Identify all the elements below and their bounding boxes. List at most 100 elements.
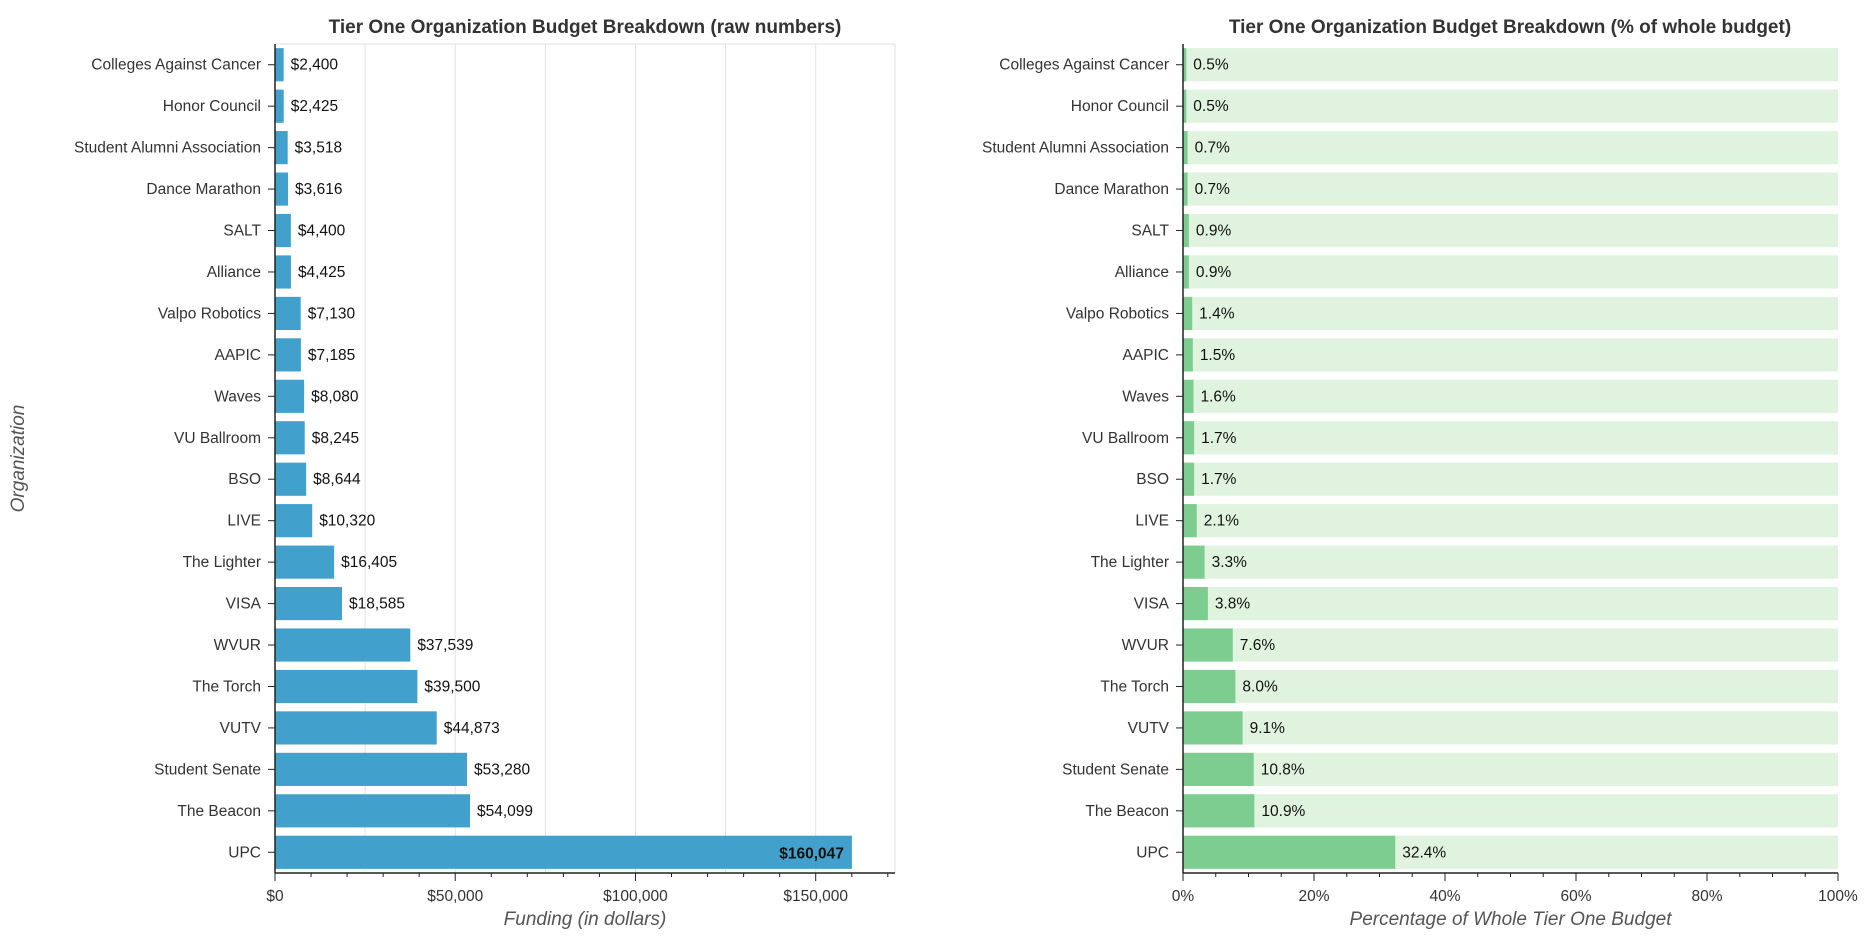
bar-background [1183,296,1838,331]
bar-background [1183,752,1838,786]
bar-background [1183,545,1838,579]
bar [1183,338,1193,372]
value-label: 2.1% [1204,513,1240,530]
category-label: SALT [223,223,261,240]
category-label: Colleges Against Cancer [91,57,261,74]
value-label: 1.7% [1201,430,1237,447]
category-label: WVUR [1122,637,1169,654]
value-label: $10,320 [319,513,375,530]
x-tick-label: 40% [1429,888,1460,905]
bar-background [1183,794,1838,828]
category-label: The Lighter [1091,554,1169,571]
category-label: Student Alumni Association [74,140,261,157]
bar [1183,48,1187,82]
value-label: $18,585 [349,596,405,613]
bar [275,338,301,372]
raw-numbers-chart: Tier One Organization Budget Breakdown (… [8,17,896,930]
category-label: VU Ballroom [174,430,261,447]
bar [1183,545,1205,579]
category-label: The Beacon [177,803,261,820]
category-label: Waves [214,388,261,405]
value-label: 0.7% [1195,181,1231,198]
bar-background [1183,586,1838,621]
bar [275,628,411,662]
x-tick-label: 60% [1560,888,1591,905]
chart-title: Tier One Organization Budget Breakdown (… [329,17,842,38]
bar-background [1183,379,1838,413]
bar-background [1183,669,1838,704]
bar [275,586,342,621]
category-label: Honor Council [163,98,261,115]
category-label: Valpo Robotics [158,305,261,322]
bar-background [1183,711,1838,745]
value-label: $7,130 [308,305,356,322]
bar [275,131,288,165]
value-label: $160,047 [779,845,844,862]
category-label: SALT [1131,223,1169,240]
bar [1183,89,1187,123]
chart-title: Tier One Organization Budget Breakdown (… [1229,17,1791,38]
bar-background [1183,213,1838,248]
bar [275,669,418,704]
value-label: 8.0% [1242,678,1278,695]
value-label: 10.8% [1261,761,1305,778]
category-label: BSO [1136,471,1169,488]
x-axis-label: Percentage of Whole Tier One Budget [1350,909,1673,930]
bar [275,255,291,289]
value-label: $54,099 [477,803,533,820]
category-label: Student Senate [1062,761,1169,778]
bar-background [1183,172,1838,206]
category-label: VU Ballroom [1082,430,1169,447]
x-axis-label: Funding (in dollars) [504,909,667,930]
bar-background [1183,338,1838,372]
category-label: Dance Marathon [146,181,261,198]
bar [1183,172,1188,206]
category-label: AAPIC [1122,347,1169,364]
category-label: BSO [228,471,261,488]
category-label: AAPIC [214,347,261,364]
value-label: 1.7% [1201,471,1237,488]
bar [275,213,291,248]
bar-background [1183,628,1838,662]
value-label: $2,425 [291,98,338,115]
bar [1183,752,1254,786]
value-label: $3,616 [295,181,342,198]
x-tick-label: $0 [266,888,284,905]
category-label: Student Alumni Association [982,140,1169,157]
bar [1183,628,1233,662]
value-label: 1.6% [1200,388,1236,405]
category-label: VISA [1134,596,1170,613]
category-label: The Torch [192,678,261,695]
category-label: Alliance [1115,264,1169,281]
bar [1183,379,1194,413]
category-label: VUTV [220,720,262,737]
value-label: $8,245 [312,430,359,447]
bar [275,752,468,786]
category-label: LIVE [227,513,261,530]
category-label: The Torch [1100,678,1169,695]
bar [1183,213,1189,248]
category-label: UPC [228,844,261,861]
value-label: 32.4% [1402,844,1446,861]
value-label: 0.9% [1196,223,1232,240]
bar [275,48,284,82]
bar [1183,504,1197,538]
category-label: Waves [1122,388,1169,405]
value-label: 0.9% [1196,264,1232,281]
category-label: LIVE [1135,513,1169,530]
value-label: 1.5% [1200,347,1236,364]
category-label: VUTV [1128,720,1170,737]
bar [275,711,437,745]
x-tick-label: $50,000 [427,888,483,905]
bar [275,545,335,579]
value-label: 0.5% [1193,98,1229,115]
value-label: 3.3% [1212,554,1248,571]
category-label: Dance Marathon [1054,181,1169,198]
bar-background [1183,48,1838,82]
value-label: $4,400 [298,223,346,240]
x-tick-label: $150,000 [783,888,848,905]
value-label: $39,500 [424,678,480,695]
category-label: Honor Council [1071,98,1169,115]
category-label: Colleges Against Cancer [999,57,1169,74]
